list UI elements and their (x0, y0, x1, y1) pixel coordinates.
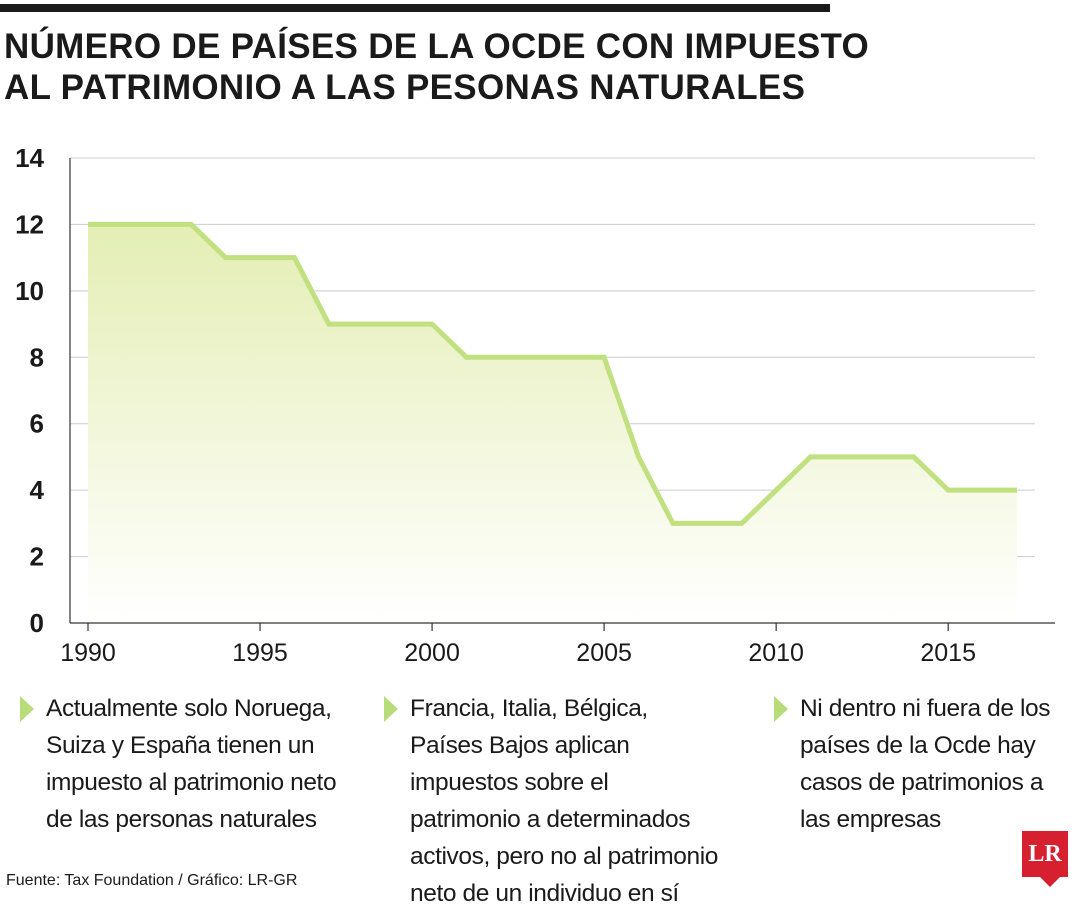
y-tick-label: 8 (30, 342, 44, 372)
y-tick-label: 10 (15, 276, 44, 306)
chart-title: NÚMERO DE PAÍSES DE LA OCDE CON IMPUESTO… (4, 27, 870, 107)
y-tick-label: 4 (30, 475, 45, 505)
note-2-text: Francia, Italia, Bélgica, Países Bajos a… (410, 695, 719, 907)
area-fill (88, 224, 1017, 623)
note-1: Actualmente solo Noruega, Suiza y España… (20, 690, 346, 838)
x-tick-label: 2010 (748, 639, 804, 667)
y-tick-label: 12 (15, 209, 44, 239)
source-credit: Fuente: Tax Foundation / Gráfico: LR-GR (6, 872, 298, 889)
y-tick-label: 6 (30, 409, 44, 439)
note-3: Ni dentro ni fuera de los países de la O… (774, 690, 1055, 838)
x-tick-label: 1990 (60, 639, 116, 667)
triangle-marker-icon (20, 696, 34, 722)
series-line (88, 221, 1017, 526)
lr-logo: LR (1022, 831, 1068, 887)
y-tick-label: 0 (30, 608, 44, 638)
note-3-text: Ni dentro ni fuera de los países de la O… (800, 695, 1051, 833)
triangle-marker-icon (774, 696, 788, 722)
y-tick-label: 14 (15, 143, 44, 173)
x-tick-label: 2005 (576, 639, 632, 667)
note-1-text: Actualmente solo Noruega, Suiza y España… (46, 695, 337, 833)
line-chart: 0 2 4 6 8 10 12 14 1990 1995 2000 2005 2010 2015 (15, 143, 1055, 667)
x-tick-label: 2000 (404, 639, 460, 667)
x-tick-label: 2015 (920, 639, 976, 667)
top-rule (0, 4, 830, 12)
triangle-marker-icon (384, 696, 398, 722)
y-tick-label: 2 (30, 542, 44, 572)
note-2: Francia, Italia, Bélgica, Países Bajos a… (384, 690, 720, 912)
x-tick-label: 1995 (232, 639, 288, 667)
